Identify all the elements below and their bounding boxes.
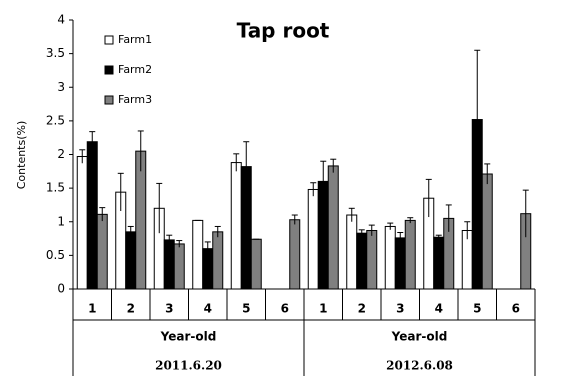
x-tick-label: 2 xyxy=(358,302,366,316)
bar xyxy=(96,213,108,290)
bar xyxy=(461,229,473,290)
y-tick-label: 4 xyxy=(57,13,65,27)
x-tick-label: 1 xyxy=(319,302,327,316)
bar xyxy=(250,238,262,290)
x-tick-label: 5 xyxy=(242,302,250,316)
bar xyxy=(327,165,339,290)
x-tick-label: 5 xyxy=(473,302,481,316)
y-tick-label: 0.5 xyxy=(46,248,65,262)
x-tick-label: 6 xyxy=(281,302,289,316)
x-tick-label: 2 xyxy=(127,302,135,316)
legend-swatch xyxy=(104,95,114,105)
y-tick-label: 3.5 xyxy=(46,46,65,60)
y-tick-label: 2 xyxy=(57,147,65,161)
bar xyxy=(307,188,319,290)
x-tick-label: 3 xyxy=(165,302,173,316)
x-tick-label: 4 xyxy=(204,302,212,316)
bar xyxy=(384,225,396,290)
y-tick-label: 2.5 xyxy=(46,113,65,127)
legend-label: Farm1 xyxy=(118,33,152,46)
bar xyxy=(346,214,358,290)
legend-swatch xyxy=(104,65,114,75)
x-tick-label: 3 xyxy=(396,302,404,316)
bar xyxy=(135,150,147,290)
bar xyxy=(404,219,416,290)
bar xyxy=(289,219,301,290)
bar xyxy=(230,162,242,290)
bar xyxy=(163,239,175,290)
x-tick-label: 4 xyxy=(435,302,443,316)
bar xyxy=(212,231,224,290)
legend-label: Farm3 xyxy=(118,93,152,106)
group-date: 2011.6.20 xyxy=(155,359,222,373)
legend-label: Farm2 xyxy=(118,63,152,76)
bar xyxy=(173,243,185,290)
x-tick-label: 6 xyxy=(512,302,520,316)
bar xyxy=(356,232,368,290)
y-tick-label: 1 xyxy=(57,214,65,228)
y-tick-label: 0 xyxy=(57,282,65,296)
chart-title: Tap root xyxy=(237,19,330,43)
bar xyxy=(86,141,98,290)
group-label: Year-old xyxy=(391,330,448,344)
y-tick-label: 3 xyxy=(57,80,65,94)
y-tick-label: 1.5 xyxy=(46,181,65,195)
bar xyxy=(394,237,406,290)
bar xyxy=(366,229,378,290)
bar xyxy=(481,173,493,290)
legend-swatch xyxy=(104,35,114,45)
group-label: Year-old xyxy=(160,330,217,344)
bar xyxy=(125,231,137,290)
group-date: 2012.6.08 xyxy=(386,359,453,373)
y-axis-label: Contents(%) xyxy=(15,121,28,190)
bar xyxy=(192,219,204,290)
bar xyxy=(76,156,88,290)
x-tick-label: 1 xyxy=(88,302,96,316)
bar xyxy=(433,236,445,290)
